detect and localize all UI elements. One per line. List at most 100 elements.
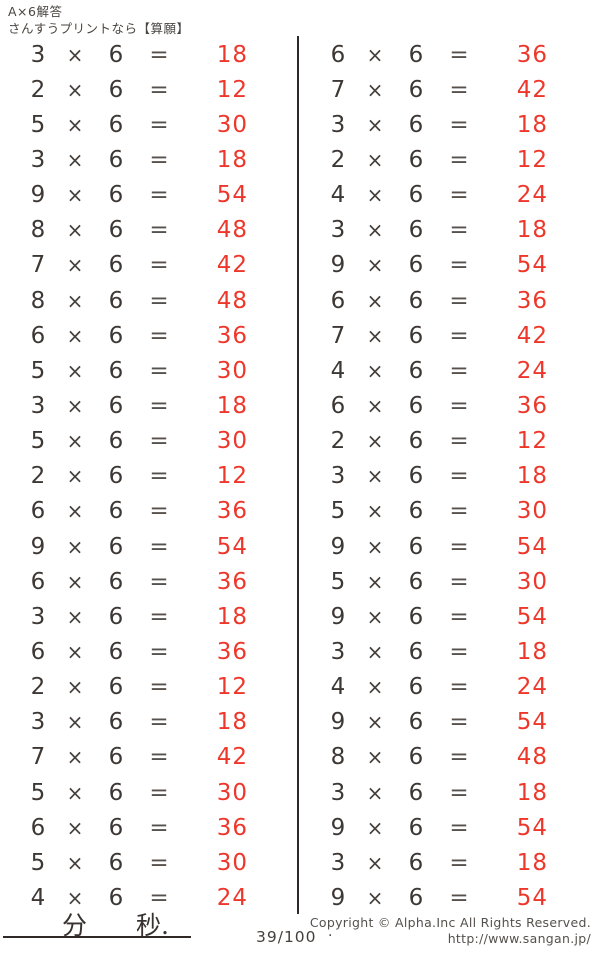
times-sign: × (66, 253, 84, 278)
problem-row: 9 × 6 = 54 (300, 248, 598, 283)
multiplicand: 4 (30, 884, 46, 911)
equals-sign: = (449, 744, 469, 771)
multiplier: 6 (108, 779, 124, 806)
problem-row: 2 × 6 = 12 (0, 459, 298, 494)
answer: 24 (216, 884, 248, 911)
multiplier: 6 (108, 392, 124, 419)
multiplicand: 3 (30, 709, 46, 736)
answer: 54 (516, 533, 548, 560)
answer: 24 (516, 182, 548, 209)
answer: 36 (516, 287, 548, 314)
equals-sign: = (149, 428, 169, 455)
copyright: Copyright © Alpha.Inc All Rights Reserve… (310, 915, 591, 946)
copyright-url: http://www.sangan.jp/ (447, 930, 591, 946)
problem-row: 4 × 6 = 24 (300, 178, 598, 213)
multiplicand: 3 (330, 463, 346, 490)
equals-sign: = (149, 357, 169, 384)
multiplier: 6 (108, 111, 124, 138)
problem-row: 6 × 6 = 36 (0, 318, 298, 353)
times-sign: × (366, 147, 384, 172)
time-entry-underline (3, 936, 191, 938)
multiplier: 6 (108, 568, 124, 595)
multiplicand: 3 (330, 638, 346, 665)
multiplicand: 2 (30, 463, 46, 490)
problem-row: 3 × 6 = 18 (0, 37, 298, 72)
multiplier: 6 (408, 709, 424, 736)
column-divider (297, 36, 299, 914)
times-sign: × (366, 393, 384, 418)
problem-row: 3 × 6 = 18 (300, 634, 598, 669)
problem-row: 5 × 6 = 30 (0, 107, 298, 142)
period-mark: . (328, 924, 333, 940)
times-sign: × (66, 464, 84, 489)
multiplier: 6 (108, 814, 124, 841)
problem-row: 4 × 6 = 24 (300, 353, 598, 388)
multiplier: 6 (408, 744, 424, 771)
multiplier: 6 (408, 463, 424, 490)
equals-sign: = (149, 182, 169, 209)
problem-row: 5 × 6 = 30 (300, 564, 598, 599)
equals-sign: = (449, 322, 469, 349)
multiplier: 6 (408, 849, 424, 876)
worksheet-header: A×6解答 さんすうプリントなら【算願】 (8, 4, 190, 37)
problem-row: 2 × 6 = 12 (300, 142, 598, 177)
answer: 54 (516, 709, 548, 736)
problem-row: 7 × 6 = 42 (300, 318, 598, 353)
equals-sign: = (149, 217, 169, 244)
multiplier: 6 (108, 217, 124, 244)
multiplier: 6 (408, 41, 424, 68)
problem-row: 3 × 6 = 18 (0, 388, 298, 423)
multiplicand: 6 (30, 568, 46, 595)
answer: 18 (216, 603, 248, 630)
multiplicand: 5 (330, 568, 346, 595)
problem-row: 4 × 6 = 24 (0, 880, 298, 915)
problem-row: 3 × 6 = 18 (300, 107, 598, 142)
equals-sign: = (449, 146, 469, 173)
multiplier: 6 (108, 357, 124, 384)
multiplicand: 6 (330, 287, 346, 314)
times-sign: × (366, 639, 384, 664)
answer: 36 (216, 814, 248, 841)
times-sign: × (66, 499, 84, 524)
multiplicand: 4 (330, 182, 346, 209)
times-sign: × (366, 710, 384, 735)
multiplicand: 5 (30, 779, 46, 806)
answer: 18 (516, 779, 548, 806)
equals-sign: = (449, 638, 469, 665)
equals-sign: = (449, 568, 469, 595)
multiplier: 6 (108, 533, 124, 560)
multiplicand: 4 (330, 357, 346, 384)
equals-sign: = (449, 779, 469, 806)
equals-sign: = (449, 849, 469, 876)
answer: 36 (216, 568, 248, 595)
multiplier: 6 (108, 603, 124, 630)
answer: 18 (516, 849, 548, 876)
problem-row: 9 × 6 = 54 (300, 599, 598, 634)
answer: 30 (216, 849, 248, 876)
problem-row: 9 × 6 = 54 (300, 880, 598, 915)
multiplier: 6 (108, 76, 124, 103)
equals-sign: = (149, 111, 169, 138)
multiplier: 6 (408, 392, 424, 419)
answer: 36 (516, 41, 548, 68)
equals-sign: = (149, 76, 169, 103)
multiplicand: 7 (330, 76, 346, 103)
multiplier: 6 (408, 638, 424, 665)
problem-row: 3 × 6 = 18 (300, 213, 598, 248)
answer: 12 (216, 674, 248, 701)
equals-sign: = (149, 287, 169, 314)
problem-row: 3 × 6 = 18 (0, 705, 298, 740)
problem-row: 4 × 6 = 24 (300, 670, 598, 705)
multiplicand: 7 (30, 252, 46, 279)
multiplier: 6 (408, 287, 424, 314)
multiplicand: 6 (330, 41, 346, 68)
equals-sign: = (149, 568, 169, 595)
equals-sign: = (149, 463, 169, 490)
times-sign: × (66, 710, 84, 735)
problem-row: 6 × 6 = 36 (300, 37, 598, 72)
multiplicand: 9 (330, 603, 346, 630)
problem-row: 3 × 6 = 18 (300, 845, 598, 880)
answer: 18 (516, 463, 548, 490)
multiplicand: 3 (330, 217, 346, 244)
answer: 12 (516, 428, 548, 455)
